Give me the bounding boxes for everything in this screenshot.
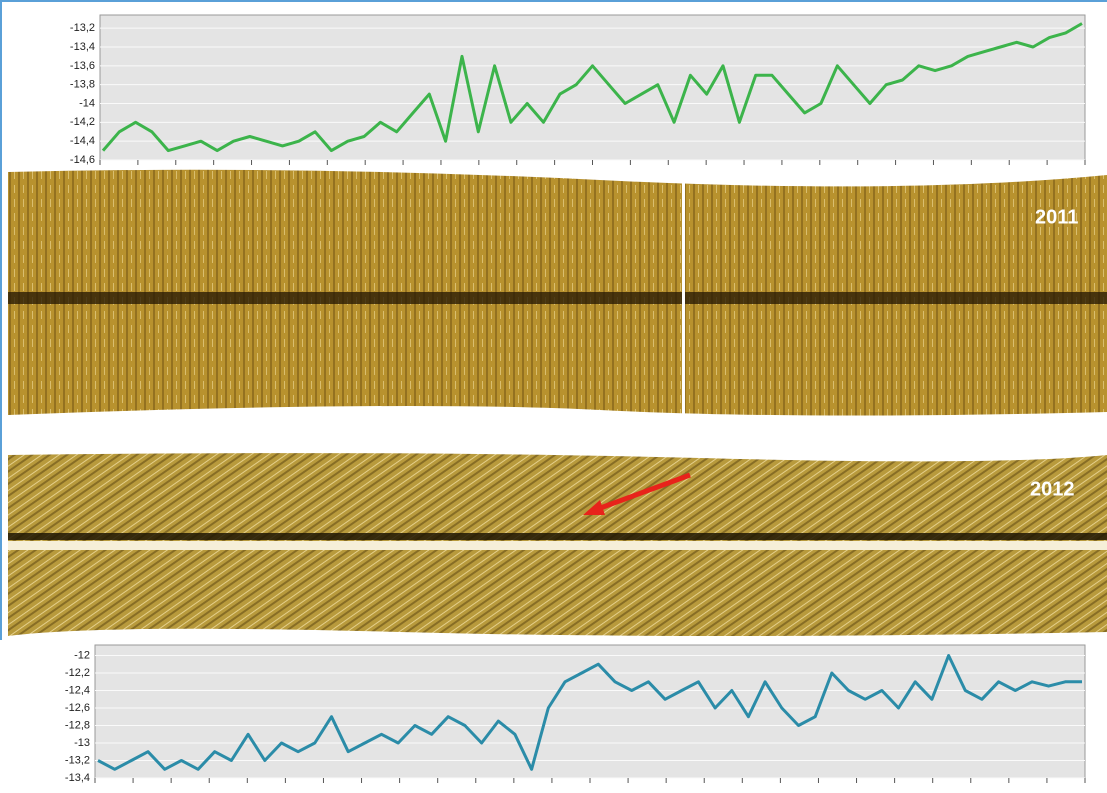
sonar-image-2011: 2011 [8,170,1107,420]
y-tick-label: -13,2 [65,754,90,766]
y-tick-label: -14,6 [70,154,95,166]
y-tick-label: -13 [74,737,90,749]
y-tick-label: -13,4 [70,41,95,53]
y-tick-label: -12 [74,649,90,661]
image-label: 2011 [1035,206,1078,228]
y-tick-label: -12,8 [65,719,90,731]
track-line [8,533,1107,540]
y-tick-label: -13,8 [70,79,95,91]
y-tick-label: -12,6 [65,702,90,714]
figure: 2011 2012 -13,2 -13,4 -13,6 -13,8 -14 -14,2 -1… [0,0,1107,793]
artifact [682,180,685,420]
plot-area [95,645,1085,778]
track-line [8,292,1107,304]
y-tick-label: -14 [79,97,95,109]
image-label: 2012 [1030,478,1075,500]
pipeline [8,541,1107,550]
y-tick-label: -13,6 [70,60,95,72]
sonar-image-2012: 2012 [8,453,1107,636]
y-tick-label: -13,4 [65,772,90,784]
y-tick-label: -13,2 [70,22,95,34]
figure-canvas: 2011 2012 -13,2 -13,4 -13,6 -13,8 -14 -14,2 -1… [0,0,1107,793]
y-tick-label: -12,4 [65,684,90,696]
y-tick-label: -14,4 [70,135,95,147]
y-tick-label: -12,2 [65,667,90,679]
y-tick-label: -14,2 [70,116,95,128]
